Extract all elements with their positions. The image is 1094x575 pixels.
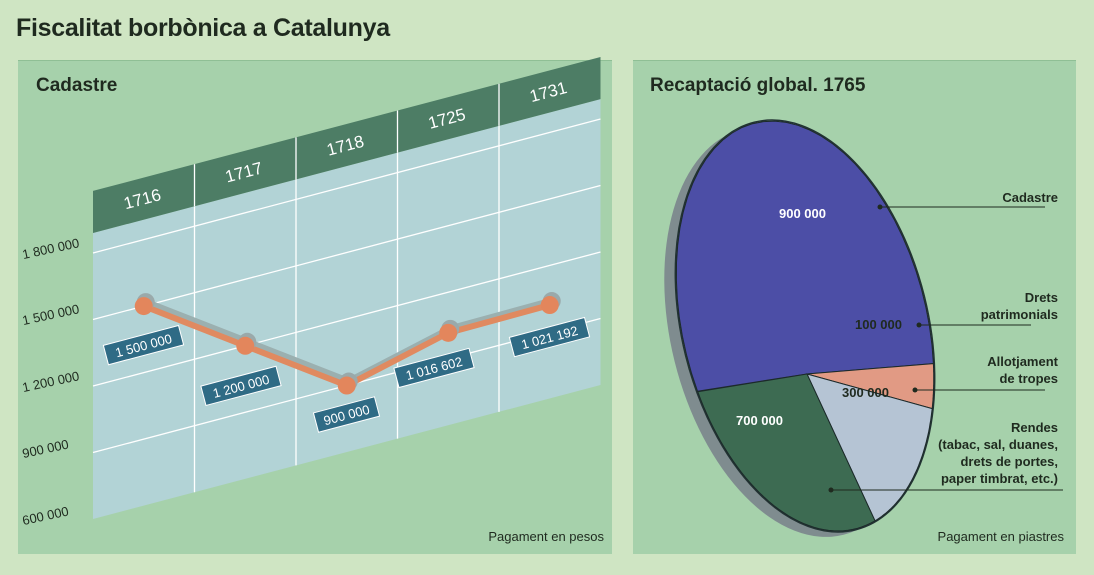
data-point: [236, 336, 255, 355]
page-title: Fiscalitat borbònica a Catalunya: [16, 14, 390, 42]
callout-line: Allotjament: [987, 354, 1058, 369]
slice-value-label: 700 000: [736, 413, 783, 428]
slice-value-label: 900 000: [779, 206, 826, 221]
slice-callout: Drets patrimonials: [981, 289, 1058, 323]
cadastre-footnote: Pagament en pesos: [488, 529, 604, 544]
leader-dot: [828, 487, 834, 493]
data-point: [540, 296, 559, 315]
slice-value-label: 100 000: [855, 317, 902, 332]
slice-drets-patrimonials: [806, 363, 935, 410]
plot-area: [93, 99, 601, 519]
grid-line-h: [92, 251, 601, 387]
grid-line-h: [92, 184, 601, 321]
slice-callout: Cadastre: [1002, 189, 1058, 206]
callout-line: Drets: [1024, 290, 1058, 305]
slice-value-label: 300 000: [842, 385, 889, 400]
cadastre-panel: Cadastre 1716 1717 1718 1725 1731 1 500 000 1 …: [18, 56, 612, 554]
recaptacio-pie-chart: [664, 119, 1063, 537]
slice-callout: Rendes (tabac, sal, duanes, drets de porte…: [938, 419, 1058, 487]
data-point: [439, 323, 458, 342]
grid-line-h: [92, 118, 601, 254]
callout-line: (tabac, sal, duanes,: [938, 437, 1058, 452]
callout-line: Cadastre: [1002, 190, 1058, 205]
callout-line: paper timbrat, etc.): [940, 471, 1058, 486]
leader-dot: [916, 322, 922, 328]
callout-line: patrimonials: [980, 307, 1058, 322]
leader-dot: [877, 204, 883, 210]
slice-cadastre: [675, 120, 934, 392]
slice-callout: Allotjament de tropes: [987, 353, 1058, 387]
callout-line: drets de portes,: [960, 454, 1058, 469]
year-header-band: [93, 56, 601, 234]
pie-chart-title: Recaptació global. 1765: [650, 75, 866, 96]
data-point: [337, 376, 356, 395]
pie-footnote: Pagament en piastres: [937, 529, 1064, 544]
pie-outline: [674, 119, 936, 533]
callout-line: de tropes: [999, 371, 1058, 386]
cadastre-chart-title: Cadastre: [36, 75, 118, 96]
recaptacio-panel: Recaptació global. 1765 900 000 100 000 30…: [633, 60, 1076, 554]
callout-line: Rendes: [1011, 420, 1058, 435]
leader-dot: [912, 387, 918, 393]
data-point: [134, 297, 153, 316]
slice-allotjament-tropes: [806, 373, 933, 522]
